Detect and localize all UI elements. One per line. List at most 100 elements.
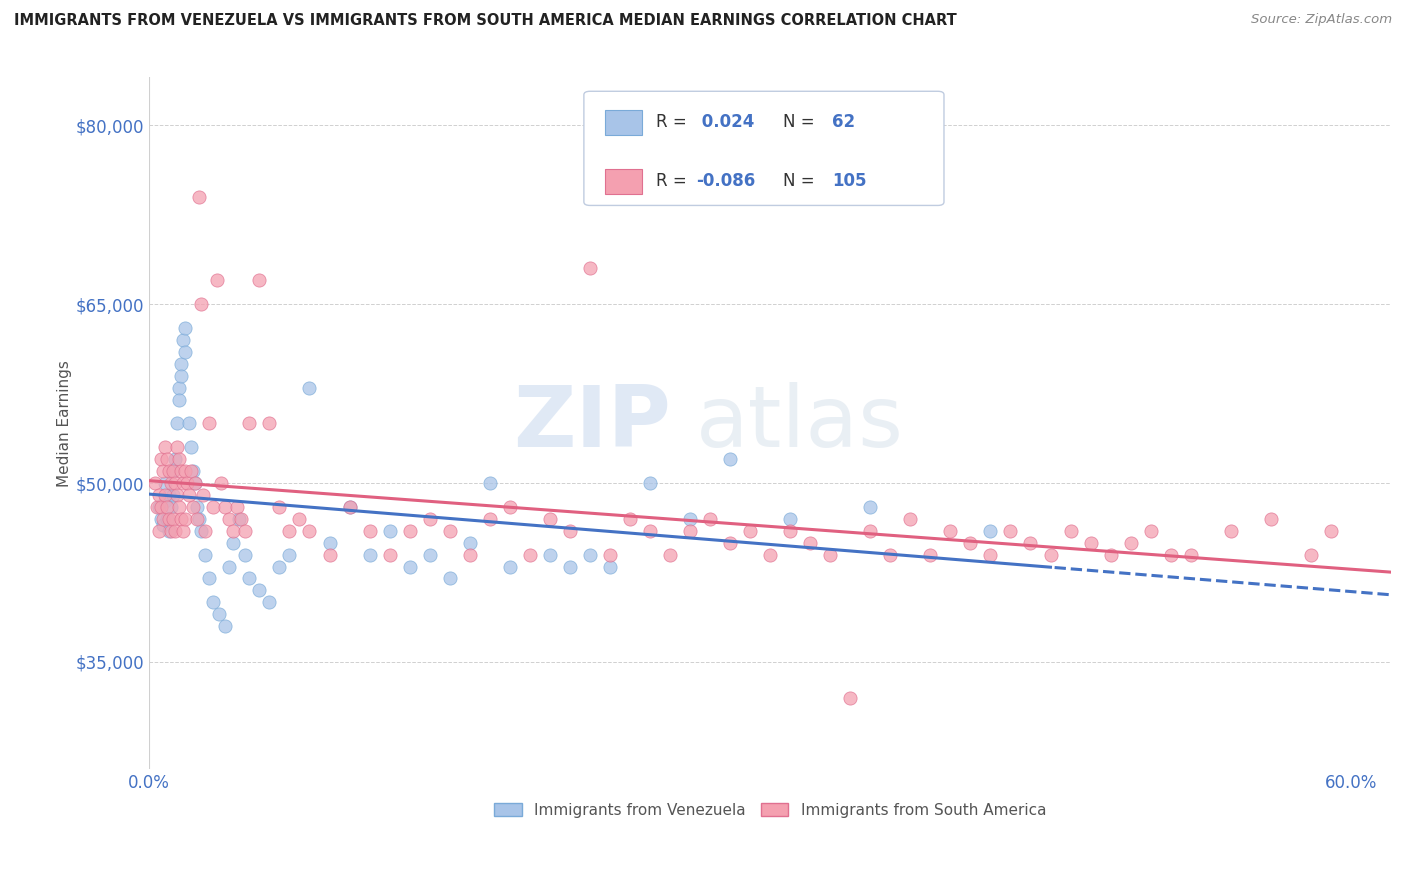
Point [478,475,501,490]
Point [638,524,661,538]
Point [659,548,682,562]
Point [214,500,236,514]
Point [1019,535,1042,549]
Point [156,500,179,514]
Point [194,524,217,538]
Text: 0.024: 0.024 [696,113,754,131]
Point [1080,535,1102,549]
Point [228,512,250,526]
Point [183,464,205,478]
Point [1000,524,1022,538]
Point [150,500,173,514]
Point [269,500,291,514]
Point [359,524,381,538]
Point [155,488,177,502]
Text: N =: N = [783,172,814,190]
Point [558,524,581,538]
Point [183,500,205,514]
Point [176,475,198,490]
Point [148,488,170,502]
Point [188,512,211,526]
Text: Source: ZipAtlas.com: Source: ZipAtlas.com [1251,13,1392,27]
Point [959,535,981,549]
Point [859,524,882,538]
Point [160,524,183,538]
Point [160,500,183,514]
Point [339,500,361,514]
Legend: Immigrants from Venezuela, Immigrants from South America: Immigrants from Venezuela, Immigrants fr… [488,797,1052,824]
Point [143,475,166,490]
Point [398,559,420,574]
Point [148,524,170,538]
Point [180,440,202,454]
Point [188,190,211,204]
Point [190,297,212,311]
Point [155,475,177,490]
Point [170,512,193,526]
Point [169,392,191,407]
Point [979,524,1001,538]
Point [920,548,942,562]
Text: N =: N = [783,113,814,131]
Point [148,500,170,514]
Point [218,512,240,526]
Point [1219,524,1241,538]
Point [1260,512,1282,526]
Point [458,548,481,562]
Point [259,417,281,431]
Point [156,452,179,467]
Y-axis label: Median Earnings: Median Earnings [58,360,72,487]
Point [172,333,194,347]
Point [679,512,702,526]
Point [269,559,291,574]
Point [439,571,461,585]
FancyBboxPatch shape [605,110,643,135]
Point [579,261,602,276]
Point [318,535,340,549]
Point [599,559,621,574]
Point [152,512,174,526]
Point [898,512,921,526]
Point [979,548,1001,562]
Point [1039,548,1062,562]
Point [859,500,882,514]
Point [1299,548,1322,562]
Point [152,517,174,532]
FancyBboxPatch shape [583,91,943,205]
Point [839,690,862,705]
Point [799,535,821,549]
Point [190,524,212,538]
Point [235,548,257,562]
Point [174,464,197,478]
Point [818,548,841,562]
Point [169,381,191,395]
Point [499,500,522,514]
Point [179,488,201,502]
Point [718,535,741,549]
Point [759,548,782,562]
Text: R =: R = [657,172,686,190]
Point [202,595,225,609]
Point [160,475,183,490]
Text: R =: R = [657,113,686,131]
Point [699,512,721,526]
Text: 62: 62 [832,113,855,131]
Point [249,273,271,287]
Point [184,475,207,490]
Point [162,464,184,478]
Point [249,583,271,598]
Text: ZIP: ZIP [513,382,671,465]
Point [150,452,173,467]
Point [172,475,194,490]
Point [419,548,441,562]
Point [179,417,201,431]
Point [538,512,561,526]
Point [378,524,401,538]
Point [378,548,401,562]
Point [165,475,187,490]
Point [779,512,801,526]
Point [180,464,202,478]
Point [162,512,184,526]
Point [162,488,184,502]
Point [174,344,197,359]
